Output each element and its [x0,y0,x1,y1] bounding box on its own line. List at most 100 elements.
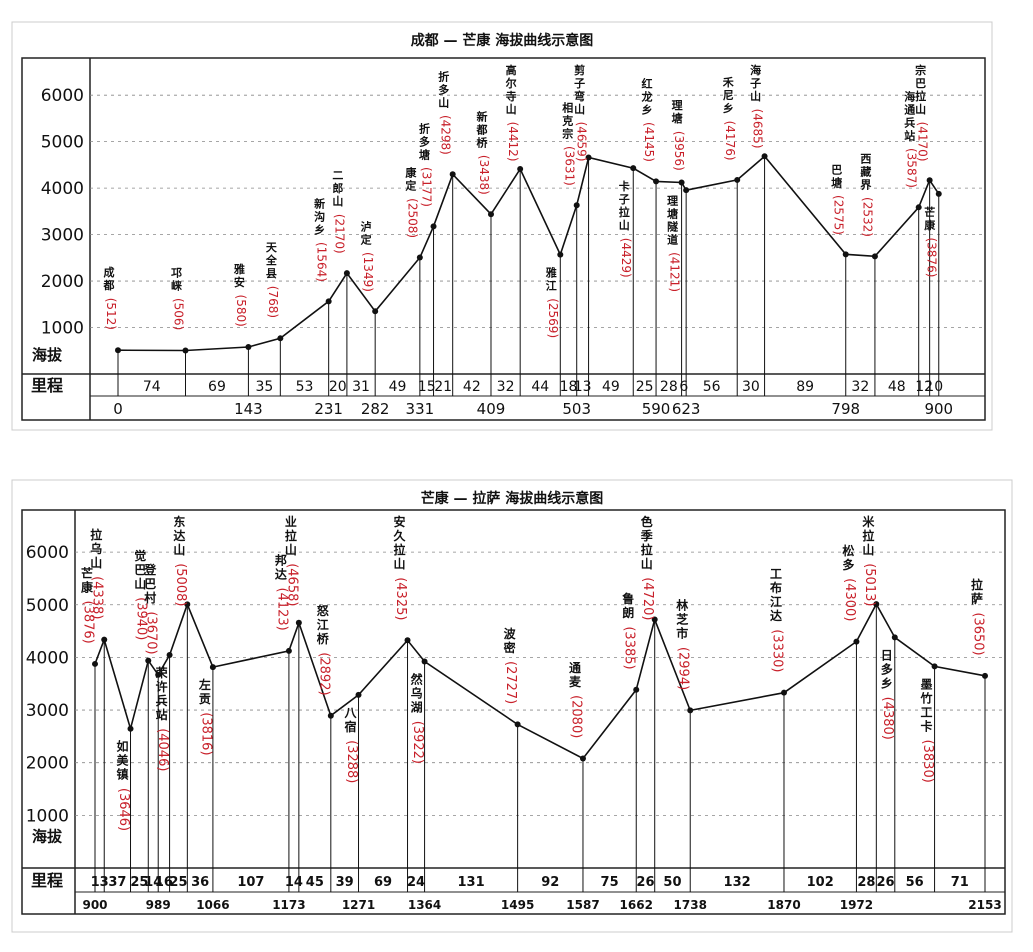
elevation-value: (4170) [915,122,929,162]
elevation-value: (3876) [80,601,95,644]
segment-distance: 42 [463,379,481,395]
place-name: 左贡 [198,677,211,706]
place-name: 邦达 [275,552,287,581]
elevation-point [245,344,252,351]
y-tick-label: 2000 [41,272,84,292]
segment-distance: 102 [807,875,834,890]
cumulative-mileage: 1364 [408,898,441,912]
segment-distance: 45 [306,875,324,890]
cumulative-mileage: 1972 [840,898,873,912]
elevation-value: (3940) [134,597,149,640]
elevation-point [92,660,98,667]
elevation-point [761,153,768,160]
elevation-point [557,251,564,258]
elevation-point [155,671,162,678]
cumulative-mileage: 1495 [501,898,534,912]
place-name: 拉萨 [971,577,983,606]
elevation-value: (4176) [723,121,737,161]
mileage-row-label: 里程 [31,376,63,395]
elevation-value: (4338) [90,576,105,619]
elevation-point [145,657,152,664]
segment-distance: 25 [169,875,187,890]
segment-distance: 92 [541,875,559,890]
elevation-value: (2508) [406,198,420,238]
elevation-point [343,270,350,277]
segment-distance: 71 [951,875,969,890]
place-name: 新沟乡 [314,196,325,236]
elevation-value: (3830) [920,740,935,783]
segment-distance: 49 [602,379,620,395]
elevation-value: (3631) [563,146,577,186]
elevation-point [430,223,437,230]
segment-distance: 69 [208,379,226,395]
elevation-point [651,616,658,623]
elevation-point [585,154,592,161]
segment-distance: 25 [130,875,148,890]
place-name: 折多山 [438,69,449,109]
y-tick-label: 1000 [41,319,84,339]
elevation-value: (580) [234,295,248,327]
elevation-point [115,347,121,354]
cumulative-mileage: 900 [82,898,107,912]
segment-distance: 13 [91,875,109,890]
segment-distance: 53 [296,379,314,395]
elevation-value: (4412) [506,122,520,162]
cumulative-mileage: 1738 [674,898,707,912]
elevation-point [372,308,379,315]
elevation-value: (4659) [574,122,588,162]
place-name: 荣许兵站 [155,665,169,722]
segment-distance: 56 [703,379,721,395]
elevation-value: (4658) [284,563,299,606]
elevation-point [891,634,898,641]
segment-distance: 25 [636,379,654,395]
elevation-value: (4145) [642,122,656,162]
y-tick-label: 3000 [41,226,84,246]
elevation-value: (3876) [925,237,939,277]
place-name: 登巴村 [143,562,157,605]
elevation-value: (4046) [155,728,170,771]
elevation-point [780,689,787,696]
cumulative-mileage: 1587 [566,898,599,912]
elevation-value: (4325) [393,577,408,620]
segment-distance: 16 [155,875,173,890]
elevation-point [683,187,690,194]
segment-distance: 44 [531,379,549,395]
elevation-value: (3330) [769,629,784,672]
place-name: 邛崃 [171,266,182,292]
place-name: 业拉山 [285,514,297,557]
segment-distance: 26 [877,875,895,890]
elevation-value: (2080) [568,695,583,738]
elevation-point [209,664,216,671]
place-name: 八宿 [344,706,358,734]
elevation-point [355,691,362,698]
elevation-point [514,721,521,728]
chart-title: 成都 — 芒康 海拔曲线示意图 [411,32,594,49]
place-name: 折多塘 [419,121,430,161]
elevation-point [853,638,860,645]
elevation-value: (3670) [144,611,159,654]
cumulative-mileage: 1870 [767,898,800,912]
segment-distance: 36 [191,875,209,890]
elevation-point [327,712,334,719]
elevation-point [915,204,922,211]
segment-distance: 75 [601,875,619,890]
elevation-value: (5008) [173,563,188,606]
elevation-point [166,651,173,658]
elevation-value: (3385) [622,626,637,669]
segment-distance: 14 [144,875,162,890]
elevation-point [982,672,988,679]
segment-distance: 69 [374,875,392,890]
elevation-chart-chengdu-mangkang: 成都 — 芒康 海拔曲线示意图 1000 2000 3000 4000 5000 6000 海… [11,21,993,431]
elevation-value: (5013) [862,563,877,606]
segment-distance: 28 [857,875,875,890]
segment-distance: 35 [255,379,273,395]
place-name: 然乌湖 [411,672,423,715]
y-tick-label: 6000 [26,543,69,563]
place-name: 鲁朗 [621,591,634,620]
cumulative-mileage: 989 [146,898,171,912]
elevation-value: (4123) [274,587,289,630]
place-name: 红龙乡 [641,76,653,116]
elevation-value: (4300) [842,578,857,621]
place-name: 海子山 [750,63,761,103]
elevation-value: (3587) [904,148,918,188]
